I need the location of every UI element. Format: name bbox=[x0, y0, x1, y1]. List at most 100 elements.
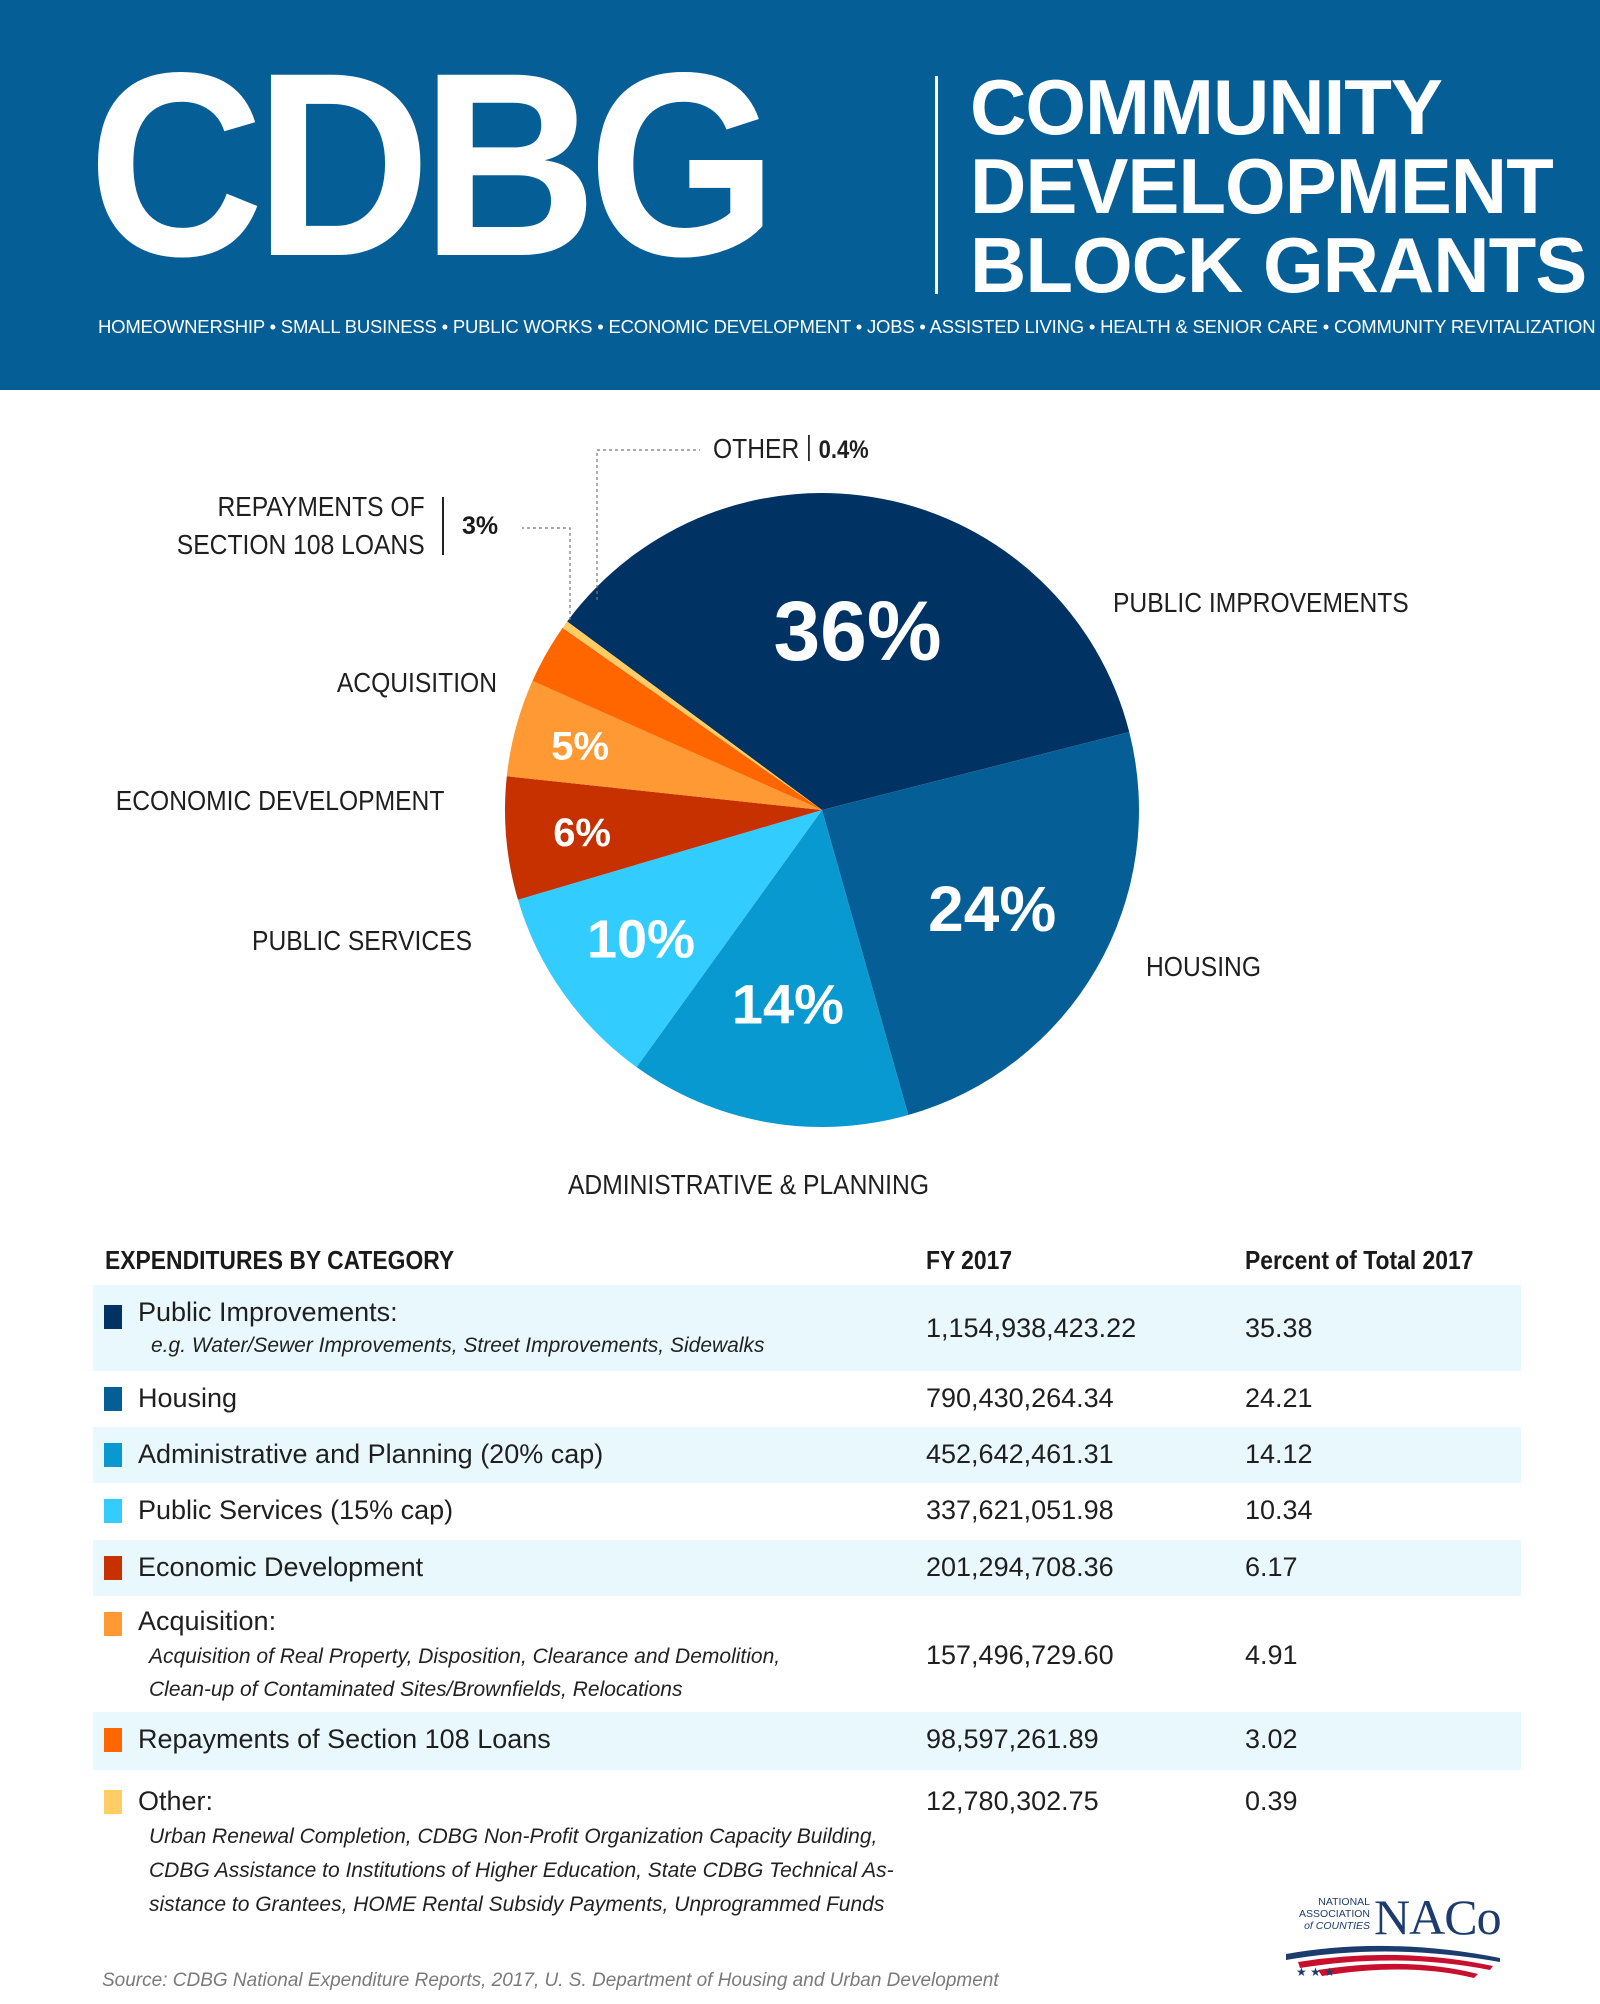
category-label-public-improvements: PUBLIC IMPROVEMENTS bbox=[1113, 587, 1409, 618]
acronym-title: CDBG bbox=[88, 18, 778, 311]
slice-percent-label: 36% bbox=[773, 584, 941, 678]
color-swatch bbox=[104, 1443, 122, 1467]
table-row: Economic Development 201,294,708.36 6.17 bbox=[93, 1540, 1521, 1596]
row-value: 452,642,461.31 bbox=[926, 1439, 1114, 1469]
row-description: sistance to Grantees, HOME Rental Subsid… bbox=[149, 1893, 885, 1916]
table-row: Public Services (15% cap) 337,621,051.98… bbox=[93, 1483, 1521, 1540]
color-swatch bbox=[104, 1387, 122, 1411]
category-label-acquisition: ACQUISITION bbox=[336, 667, 497, 698]
table-row: Acquisition: Acquisition of Real Propert… bbox=[93, 1596, 1521, 1712]
column-header-fy2017: FY 2017 bbox=[926, 1245, 1013, 1275]
row-percent: 24.21 bbox=[1245, 1383, 1313, 1413]
header-subtitle: COMMUNITY DEVELOPMENT BLOCK GRANTS bbox=[970, 63, 1587, 309]
pie-slice-public-services bbox=[517, 810, 822, 1068]
row-percent: 6.17 bbox=[1245, 1552, 1298, 1582]
header-divider bbox=[935, 76, 938, 294]
pie-chart: 36% 24% 14% 10% 6% 5% bbox=[505, 449, 1139, 1128]
subtitle-line: COMMUNITY bbox=[970, 63, 1443, 151]
row-value: 157,496,729.60 bbox=[926, 1640, 1114, 1670]
color-swatch bbox=[104, 1612, 122, 1636]
row-category: Repayments of Section 108 Loans bbox=[138, 1724, 551, 1754]
logo-line: NATIONAL bbox=[1318, 1896, 1370, 1908]
row-percent: 4.91 bbox=[1245, 1640, 1298, 1670]
row-description: Clean-up of Contaminated Sites/Brownfiel… bbox=[149, 1678, 683, 1701]
table-row: Repayments of Section 108 Loans 98,597,2… bbox=[93, 1712, 1521, 1770]
pie-slice-economic-development bbox=[505, 776, 822, 900]
table-row: Other: Urban Renewal Completion, CDBG No… bbox=[93, 1770, 1521, 1920]
callout-repayments-separator bbox=[442, 497, 444, 555]
logo-line: of COUNTIES bbox=[1304, 1920, 1370, 1932]
pie-slice-other bbox=[562, 621, 822, 810]
logo-wordmark: NACo bbox=[1374, 1889, 1502, 1945]
slice-percent-label: 14% bbox=[732, 973, 844, 1036]
leader-line-repayments bbox=[522, 527, 571, 620]
row-category: Housing bbox=[138, 1383, 238, 1413]
source-note: Source: CDBG National Expenditure Report… bbox=[102, 1970, 999, 1991]
table-row: Housing 790,430,264.34 24.21 bbox=[93, 1371, 1521, 1427]
row-percent: 14.12 bbox=[1245, 1439, 1313, 1469]
table-header: EXPENDITURES BY CATEGORY FY 2017 Percent… bbox=[93, 1245, 1521, 1285]
flag-swoosh-icon: ★ ★ ★ bbox=[1286, 1945, 1500, 1979]
logo-small-text: NATIONAL ASSOCIATION of COUNTIES bbox=[1278, 1896, 1370, 1932]
pie-slice-public-improvements bbox=[567, 493, 1130, 810]
svg-text:★ ★ ★: ★ ★ ★ bbox=[1296, 1965, 1335, 1979]
slice-percent-label: 24% bbox=[928, 873, 1056, 945]
naco-logo: NATIONAL ASSOCIATION of COUNTIES NACo ★ … bbox=[1278, 1889, 1508, 1979]
color-swatch bbox=[104, 1305, 122, 1329]
table-row: Public Improvements: e.g. Water/Sewer Im… bbox=[93, 1285, 1521, 1371]
row-value: 337,621,051.98 bbox=[926, 1495, 1114, 1525]
row-description: Urban Renewal Completion, CDBG Non-Profi… bbox=[149, 1825, 878, 1848]
category-label-administrative-planning: ADMINISTRATIVE & PLANNING bbox=[568, 1169, 929, 1200]
callout-other: OTHER 0.4% bbox=[713, 430, 869, 469]
header-tagline: HOMEOWNERSHIP • SMALL BUSINESS • PUBLIC … bbox=[98, 316, 1596, 337]
category-label-public-services: PUBLIC SERVICES bbox=[251, 925, 472, 956]
header-banner: CDBG COMMUNITY DEVELOPMENT BLOCK GRANTS … bbox=[0, 0, 1600, 390]
subtitle-line: BLOCK GRANTS bbox=[970, 221, 1587, 309]
row-category: Public Services (15% cap) bbox=[138, 1495, 454, 1525]
column-header-percent: Percent of Total 2017 bbox=[1245, 1245, 1474, 1275]
table-row: Administrative and Planning (20% cap) 45… bbox=[93, 1427, 1521, 1483]
leader-line-other bbox=[596, 449, 700, 600]
slice-percent-label: 10% bbox=[587, 910, 695, 970]
row-percent: 35.38 bbox=[1245, 1313, 1313, 1343]
column-header-category: EXPENDITURES BY CATEGORY bbox=[105, 1245, 455, 1275]
category-label-housing: HOUSING bbox=[1146, 951, 1262, 982]
category-label-economic-development: ECONOMIC DEVELOPMENT bbox=[115, 785, 444, 816]
slice-percent-label: 6% bbox=[553, 811, 611, 855]
callout-repayments-pct: 3% bbox=[462, 512, 499, 540]
color-swatch bbox=[104, 1790, 122, 1814]
callout-repayments-line2: SECTION 108 LOANS bbox=[177, 529, 425, 560]
row-category: Administrative and Planning (20% cap) bbox=[138, 1439, 604, 1469]
pie-slice-repayments-of-section-108-loans bbox=[532, 627, 822, 810]
row-category: Acquisition: bbox=[138, 1606, 277, 1636]
row-value: 98,597,261.89 bbox=[926, 1724, 1099, 1754]
subtitle-line: DEVELOPMENT bbox=[970, 142, 1554, 230]
callout-repayments-line1: REPAYMENTS OF bbox=[217, 491, 425, 522]
row-description: CDBG Assistance to Institutions of Highe… bbox=[149, 1859, 894, 1882]
row-value: 1,154,938,423.22 bbox=[926, 1313, 1137, 1343]
slice-percent-label: 5% bbox=[551, 724, 609, 768]
row-percent: 10.34 bbox=[1245, 1495, 1313, 1525]
logo-line: ASSOCIATION bbox=[1299, 1908, 1370, 1920]
color-swatch bbox=[104, 1499, 122, 1523]
row-value: 790,430,264.34 bbox=[926, 1383, 1114, 1413]
row-percent: 3.02 bbox=[1245, 1724, 1298, 1754]
pie-slice-administrative-planning bbox=[636, 810, 909, 1128]
row-category: Public Improvements: bbox=[138, 1297, 398, 1327]
row-percent: 0.39 bbox=[1245, 1786, 1298, 1816]
color-swatch bbox=[104, 1728, 122, 1752]
callout-other-pct: 0.4% bbox=[818, 436, 869, 464]
row-description: Acquisition of Real Property, Dispositio… bbox=[149, 1645, 781, 1668]
expenditures-table: EXPENDITURES BY CATEGORY FY 2017 Percent… bbox=[93, 1245, 1521, 1920]
color-swatch bbox=[104, 1556, 122, 1580]
callout-repayments: REPAYMENTS OF SECTION 108 LOANS bbox=[177, 488, 425, 564]
row-category: Other: bbox=[138, 1786, 214, 1816]
pie-slice-housing bbox=[822, 732, 1139, 1116]
callout-other-name: OTHER bbox=[713, 433, 800, 464]
row-value: 12,780,302.75 bbox=[926, 1786, 1099, 1816]
row-description: e.g. Water/Sewer Improvements, Street Im… bbox=[151, 1334, 765, 1357]
row-value: 201,294,708.36 bbox=[926, 1552, 1114, 1582]
separator-bar bbox=[808, 435, 810, 461]
pie-slice-acquisition bbox=[506, 680, 822, 810]
row-category: Economic Development bbox=[138, 1552, 424, 1582]
